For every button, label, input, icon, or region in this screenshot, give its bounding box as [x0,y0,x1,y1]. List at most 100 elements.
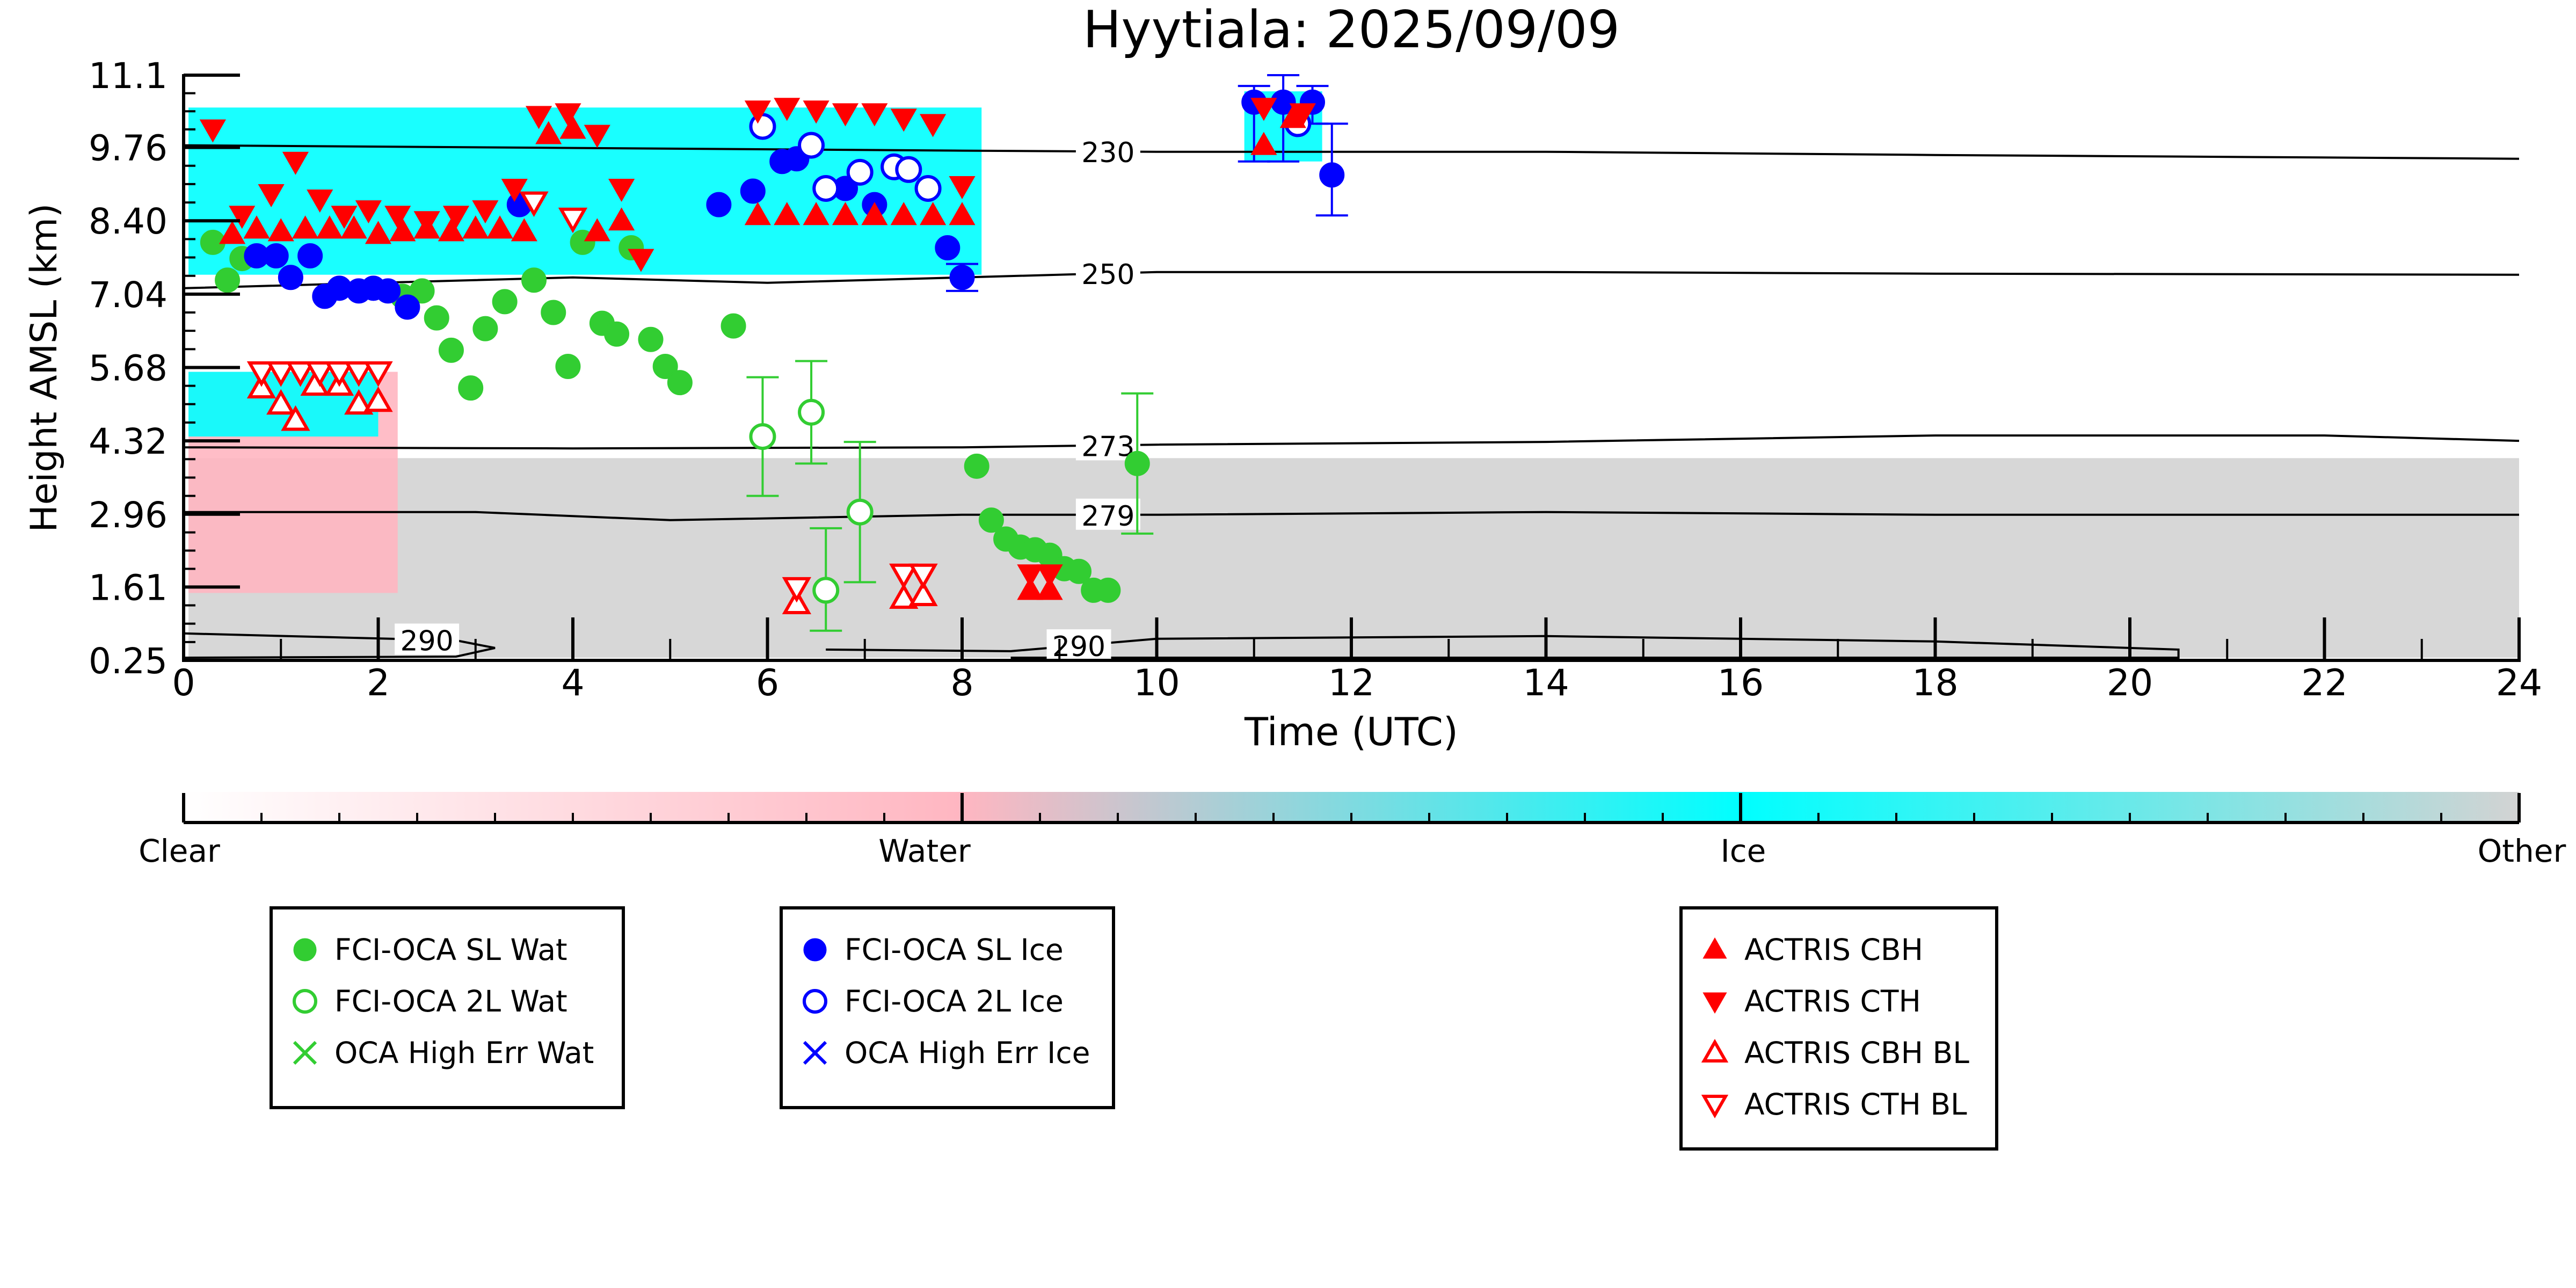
fci-oca-sl-ice-point-2 [278,265,303,290]
actris-cth-bl-point-0 [246,361,276,387]
x-tick-label-12: 24 [2496,662,2543,704]
fci-oca-2l-ice-point-3 [846,158,874,186]
fci-oca-sl-ice-point-8 [375,278,401,304]
legend-entry-fci-oca-sl-wat: FCI-OCA SL Wat [273,926,567,974]
legend-entry-actris-cbh-bl: ACTRIS CBH BL [1683,1029,1969,1077]
legend-symbol-actris-cbh-bl [1701,1038,1729,1063]
actris-cth-point-7 [384,206,411,229]
legend-symbol-fci-oca-sl-ice [803,938,827,962]
y-tick-label-2: 2.96 [89,494,168,536]
legend-marker-actris-cth [1702,992,1727,1014]
actris-cth-point-5 [331,206,358,229]
x-tick-label-5: 10 [1133,662,1180,704]
isotherm-label-2: 273 [1081,431,1134,463]
legend-entry-fci-oca-2l-ice: FCI-OCA 2L Ice [783,977,1064,1025]
x-tick-label-11: 22 [2301,662,2348,704]
actris-cth-point-17 [744,100,771,124]
isotherm-label-bg-5 [1046,629,1111,661]
fci-oca-sl-ice-point-12 [740,178,766,204]
legend-entry-oca-high-err-wat: OCA High Err Wat [273,1029,594,1077]
y-axis-label: Height AMSL (km) [23,203,66,533]
actris-cth-point-4 [307,190,333,213]
actris-cbh-point-2 [267,218,294,242]
legend-entry-actris-cth-bl: ACTRIS CTH BL [1683,1080,1967,1129]
y-tick-label-4: 5.68 [89,347,168,389]
actris-cth-bl-point-7 [519,191,549,217]
y-tick-label-7: 9.76 [89,128,168,169]
legend-entry-fci-oca-2l-wat: FCI-OCA 2L Wat [273,977,567,1025]
legend-entry-fci-oca-sl-ice: FCI-OCA SL Ice [783,926,1064,974]
y-tick-label-5: 7.04 [89,274,168,316]
fci-oca-sl-wat-point-6 [438,337,464,363]
colorbar-label-other: Other [2478,833,2566,869]
fci-oca-sl-ice-point-1 [263,243,289,269]
legend-label: FCI-OCA SL Ice [845,933,1064,967]
legend-label: OCA High Err Wat [334,1036,594,1070]
actris-cbh-point-5 [340,215,367,239]
actris-cth-point-12 [525,106,552,129]
actris-cth-point-25 [1017,564,1044,588]
legend-symbol-fci-oca-2l-ice [803,989,827,1014]
fci-oca-sl-wat-point-9 [492,289,518,315]
x-tick-label-9: 18 [1912,662,1959,704]
colorbar: Clear Water Ice Other [139,792,2566,869]
fci-oca-sl-wat-point-31 [1124,450,1150,476]
actris-cth-point-16 [628,249,654,272]
legend-symbol-oca-high-err-ice [803,1040,827,1065]
chart-title: Hyytiala: 2025/09/09 [1083,1,1620,60]
legend-entry-oca-high-err-ice: OCA High Err Ice [783,1029,1090,1077]
fci-oca-sl-wat-point-18 [652,353,678,379]
fci-oca-sl-wat-point-21 [964,453,989,479]
fci-oca-2l-wat-point-2 [812,577,840,604]
actris-cbh-bl-point-8 [889,583,919,609]
actris-cth-point-9 [442,206,470,229]
colorbar-label-ice: Ice [1721,833,1766,869]
isotherm-layer: 230 250 273 279 290 290 [183,135,2520,663]
fci-oca-2l-wat-point-1 [798,398,825,426]
x-tick-label-3: 6 [756,662,779,704]
legend-actris: ACTRIS CBH ACTRIS CTH ACTRIS CBH BL ACTRIS … [1679,906,1998,1151]
actris-cth-point-11 [501,178,528,202]
fci-oca-sl-wat-point-1 [215,267,241,293]
legend-label: FCI-OCA 2L Wat [334,984,567,1018]
legend-marker-oca-high-err-ice [803,1040,827,1065]
actris-cbh-point-12 [511,218,537,242]
actris-cth-bl-point-9 [782,577,812,603]
actris-cbh-point-6 [365,221,392,244]
legend-symbol-actris-cbh [1702,937,1727,959]
isotherm-line-273-2 [183,434,2520,450]
actris-cbh-point-22 [890,202,917,225]
x-tick-label-10: 20 [2107,662,2153,704]
actris-cth-point-8 [413,211,440,235]
fci-oca-2l-wat-point-3 [846,498,874,526]
fci-oca-2l-ice-point-5 [895,156,922,183]
legend-label: ACTRIS CBH [1744,933,1923,967]
colorbar-label-clear: Clear [139,833,220,869]
legend-symbol-fci-oca-sl-wat [293,938,317,962]
legend-label: ACTRIS CTH [1744,984,1921,1018]
actris-cth-bl-point-11 [908,563,938,590]
actris-cth-point-23 [920,114,947,137]
actris-cth-bl-point-1 [266,361,296,387]
actris-cbh-point-7 [389,218,416,242]
fci-oca-sl-wat-point-28 [1066,558,1091,584]
isotherm-label-bg-0 [1075,135,1140,167]
actris-cth-point-1 [229,206,256,229]
legend-label: ACTRIS CTH BL [1744,1087,1967,1122]
fci-oca-sl-ice-point-11 [706,192,732,217]
actris-cth-bl-point-2 [286,361,315,387]
legend-label: ACTRIS CBH BL [1744,1036,1969,1070]
legend-entry-actris-cth: ACTRIS CTH [1683,977,1921,1025]
legend-marker-fci-oca-2l-wat [293,989,317,1014]
actris-cth-point-28 [1289,103,1316,127]
y-tick-label-1: 1.61 [89,567,168,608]
legend-marker-actris-cbh [1702,937,1727,959]
x-tick-label-7: 14 [1523,662,1569,704]
fci-oca-sl-wat-point-12 [555,353,581,379]
actris-cbh-point-27 [1250,132,1277,155]
fci-oca-2l-wat-point-0 [749,423,776,450]
cloud-classification-background [188,91,2519,658]
isotherm-label-bg-1 [1075,257,1140,289]
